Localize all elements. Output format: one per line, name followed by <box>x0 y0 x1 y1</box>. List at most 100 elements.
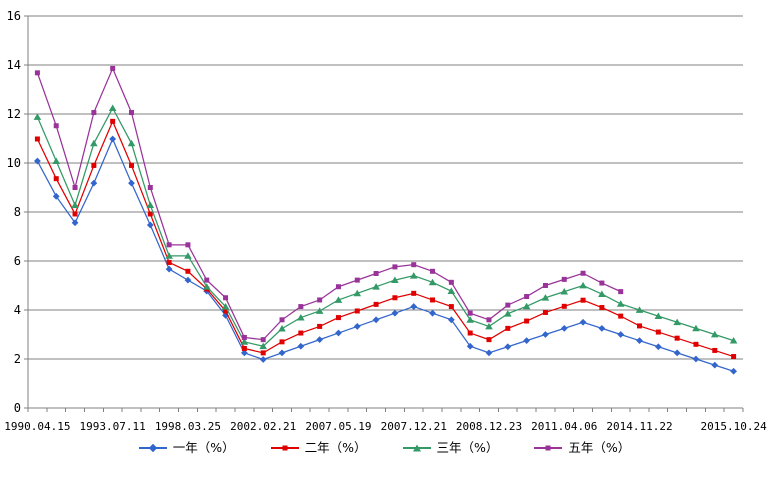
data-point-marker <box>221 302 230 310</box>
data-point-marker <box>467 310 473 316</box>
data-point-marker <box>185 242 191 248</box>
data-point-marker <box>579 318 587 326</box>
series-1-line <box>34 135 737 375</box>
data-point-marker <box>524 318 530 324</box>
data-point-marker <box>372 283 380 290</box>
data-point-marker <box>278 325 286 332</box>
data-point-marker <box>165 265 173 273</box>
data-point-marker <box>599 280 605 286</box>
data-point-marker <box>693 341 699 347</box>
chart-legend: 一年（%） 二年（%） 三年（%） 五年（%） <box>0 440 769 455</box>
data-point-marker <box>108 104 117 112</box>
legend-label-5year: 五年（%） <box>568 440 631 455</box>
data-point-marker <box>391 309 399 317</box>
x-tick-label: 2015.10.24 <box>700 420 767 433</box>
data-point-marker <box>580 270 586 276</box>
data-point-marker <box>524 294 530 300</box>
data-point-marker <box>560 324 568 332</box>
data-point-marker <box>561 276 567 282</box>
data-point-marker <box>392 264 398 270</box>
data-point-marker <box>128 179 135 187</box>
x-tick-label: 2011.04.06 <box>531 420 597 433</box>
data-point-marker <box>392 295 398 301</box>
data-point-marker <box>561 303 567 309</box>
data-point-marker <box>184 252 192 259</box>
data-point-marker <box>316 336 324 344</box>
data-point-marker <box>202 283 211 290</box>
data-point-marker <box>541 294 550 301</box>
data-point-marker <box>447 316 455 324</box>
data-point-marker <box>317 297 323 303</box>
data-point-marker <box>616 300 625 307</box>
y-tick-label: 10 <box>7 156 21 170</box>
legend-marker-square-icon <box>270 443 299 453</box>
data-point-marker <box>335 315 341 321</box>
data-point-marker <box>523 337 531 345</box>
legend-item-1year: 一年（%） <box>138 441 235 455</box>
data-point-marker <box>33 113 42 120</box>
data-point-marker <box>504 343 512 351</box>
data-point-marker <box>52 157 61 164</box>
data-point-marker <box>146 201 155 209</box>
data-point-marker <box>522 302 531 310</box>
gridlines <box>28 15 743 360</box>
data-point-marker <box>204 277 210 283</box>
data-point-marker <box>223 308 229 314</box>
data-point-marker <box>353 323 361 330</box>
data-point-marker <box>260 337 266 343</box>
data-point-marker <box>372 316 380 324</box>
square-marker-icon <box>282 445 288 451</box>
y-tick-label: 16 <box>7 9 21 23</box>
triangle-marker-icon <box>412 444 421 452</box>
data-point-marker <box>542 331 549 338</box>
data-point-marker <box>637 323 643 329</box>
data-point-marker <box>109 135 117 143</box>
data-point-marker <box>692 355 700 363</box>
data-point-marker <box>298 304 304 310</box>
data-point-marker <box>317 323 323 329</box>
data-point-marker <box>91 162 97 168</box>
data-point-marker <box>34 157 41 165</box>
data-point-marker <box>110 118 116 124</box>
data-point-marker <box>466 316 474 323</box>
data-point-marker <box>184 276 192 284</box>
data-point-marker <box>354 308 360 314</box>
x-tick-label: 1993.07.11 <box>80 420 146 433</box>
data-point-marker <box>52 192 60 200</box>
data-point-marker <box>654 343 662 351</box>
data-point-marker <box>673 349 681 357</box>
data-point-marker <box>448 304 454 310</box>
data-point-marker <box>692 324 700 332</box>
data-point-marker <box>147 185 153 190</box>
data-point-marker <box>673 318 681 326</box>
square-marker-icon <box>545 445 551 451</box>
legend-item-2year: 二年（%） <box>270 441 367 455</box>
x-tick-label: 2007.12.21 <box>381 420 447 433</box>
data-point-marker <box>466 342 474 350</box>
data-point-marker <box>486 337 492 343</box>
data-point-marker <box>72 185 78 190</box>
x-tick-label: 1990.04.15 <box>4 420 70 433</box>
data-point-marker <box>259 356 267 363</box>
data-point-marker <box>710 330 719 338</box>
data-point-marker <box>90 179 98 187</box>
data-point-marker <box>409 272 418 279</box>
legend-item-5year: 五年（%） <box>534 440 631 455</box>
data-point-marker <box>241 334 247 340</box>
data-point-marker <box>391 276 399 284</box>
x-tick-label: 1998.03.25 <box>155 420 221 433</box>
data-point-marker <box>599 305 605 311</box>
data-point-marker <box>635 306 644 313</box>
data-point-marker <box>411 290 417 296</box>
data-point-marker <box>166 242 172 248</box>
data-point-marker <box>598 290 606 297</box>
x-axis-labels: 1990.04.15 1993.07.11 1998.03.25 2002.02.21… <box>4 420 767 433</box>
data-point-marker <box>428 278 437 286</box>
data-point-marker <box>165 252 173 259</box>
data-point-marker <box>580 297 586 303</box>
data-point-marker <box>334 296 343 303</box>
y-tick-label: 2 <box>14 352 21 366</box>
data-point-marker <box>542 283 548 288</box>
chart-plot-area: 0 2 4 6 8 10 12 14 16 1990.04.15 1993.07.11 1998.03… <box>4 9 767 433</box>
data-point-marker <box>655 329 661 335</box>
